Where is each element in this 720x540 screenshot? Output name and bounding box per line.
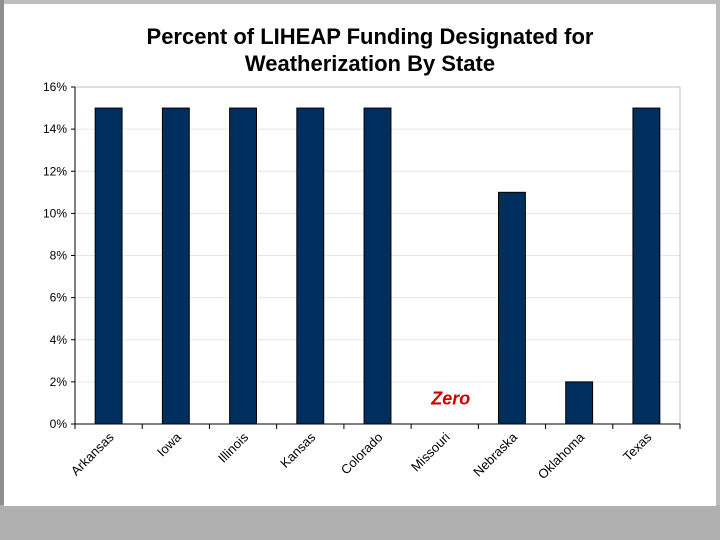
x-label-arkansas: Arkansas (68, 429, 117, 478)
bar-iowa (161, 107, 190, 425)
x-label-nebraska: Nebraska (470, 429, 520, 479)
y-tick-label: 2% (50, 375, 68, 389)
y-tick-label: 10% (43, 206, 67, 220)
x-label-iowa: Iowa (154, 429, 185, 460)
bar-illinois (229, 107, 258, 425)
bar-chart: Percent of LIHEAP Funding Designated for… (43, 24, 681, 482)
chart-title-line-1: Percent of LIHEAP Funding Designated for (147, 24, 594, 49)
y-tick-label: 4% (50, 333, 68, 347)
y-axis-tick-labels: 0% 2% 4% 6% 8% 10% 12% 14% 16% (43, 80, 67, 431)
x-label-oklahoma: Oklahoma (535, 429, 588, 482)
bars (94, 107, 661, 425)
chart-title-line-2: Weatherization By State (245, 51, 495, 76)
slide-bottom-edge (0, 505, 720, 540)
slide-left-edge (0, 0, 4, 540)
bar-texas (632, 107, 661, 425)
y-tick-label: 14% (43, 122, 67, 136)
bar-oklahoma (565, 381, 594, 425)
chart-panel: Percent of LIHEAP Funding Designated for… (4, 4, 716, 506)
x-label-kansas: Kansas (277, 429, 319, 471)
bar-colorado (363, 107, 392, 425)
y-tick-label: 12% (43, 164, 67, 178)
bar-nebraska (498, 191, 526, 425)
x-axis-category-labels: Arkansas Iowa Illinois Kansas Colorado Missou… (68, 429, 655, 482)
x-label-colorado: Colorado (338, 430, 386, 478)
bar-arkansas (94, 107, 123, 425)
y-tick-label: 6% (50, 291, 68, 305)
annotation-zero: Zero (430, 389, 470, 409)
x-label-texas: Texas (620, 429, 655, 464)
x-label-missouri: Missouri (408, 429, 453, 474)
y-tick-label: 16% (43, 80, 67, 94)
y-tick-label: 0% (50, 417, 68, 431)
y-tick-label: 8% (50, 249, 68, 263)
bar-kansas (296, 107, 325, 425)
x-label-illinois: Illinois (215, 429, 252, 466)
axes (71, 86, 681, 429)
